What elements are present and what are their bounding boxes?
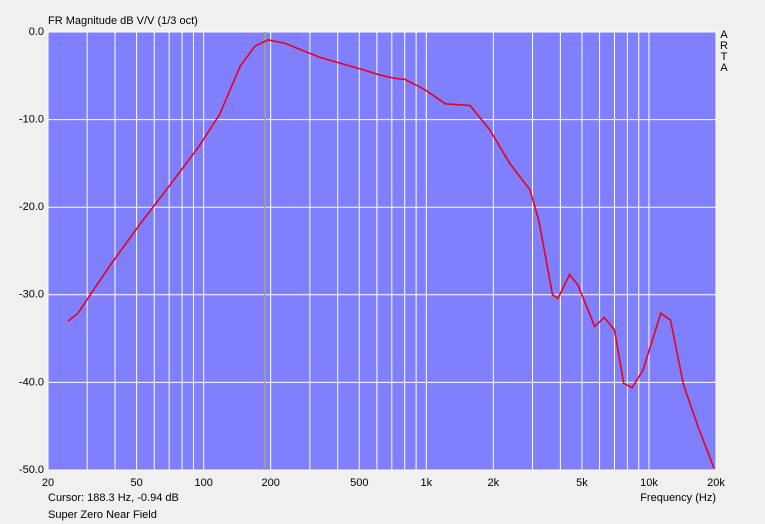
y-tick-label: -30.0 (19, 289, 44, 301)
x-axis-label: Frequency (Hz) (640, 492, 716, 504)
plot-area (48, 32, 716, 470)
y-tick-label: -10.0 (19, 114, 44, 126)
y-tick-label: -20.0 (19, 201, 44, 213)
x-tick-label: 2k (488, 477, 500, 489)
chart-title: FR Magnitude dB V/V (1/3 oct) (48, 15, 198, 27)
y-tick-label: 0.0 (29, 26, 44, 38)
y-tick-label: -50.0 (19, 464, 44, 476)
caption: Super Zero Near Field (48, 509, 157, 521)
y-tick-label: -40.0 (19, 376, 44, 388)
x-tick-label: 50 (130, 477, 142, 489)
x-tick-label: 5k (576, 477, 588, 489)
x-tick-label: 200 (261, 477, 279, 489)
x-tick-label: 1k (420, 477, 432, 489)
x-tick-label: 500 (350, 477, 368, 489)
x-tick-label: 10k (640, 477, 658, 489)
x-tick-label: 20k (707, 477, 725, 489)
x-tick-label: 100 (194, 477, 212, 489)
response-curve (67, 39, 715, 469)
brand: ARTA (720, 29, 728, 74)
x-tick-label: 20 (42, 477, 54, 489)
cursor-readout: Cursor: 188.3 Hz, -0.94 dB (48, 492, 179, 504)
